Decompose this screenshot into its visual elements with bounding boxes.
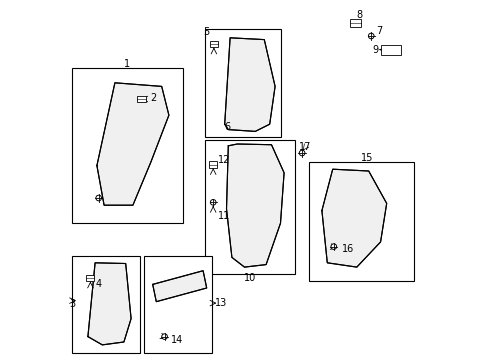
Bar — [72, 256, 140, 353]
Circle shape — [367, 33, 373, 39]
Bar — [380, 45, 401, 55]
Circle shape — [210, 199, 216, 205]
Text: 12: 12 — [217, 155, 229, 165]
Text: 10: 10 — [244, 273, 256, 283]
Polygon shape — [226, 144, 284, 267]
Bar — [349, 19, 360, 27]
Bar — [309, 162, 413, 281]
Text: 11: 11 — [217, 211, 229, 221]
Polygon shape — [224, 38, 275, 131]
Text: 9: 9 — [372, 45, 378, 55]
Text: 6: 6 — [224, 122, 230, 132]
Text: 2: 2 — [150, 93, 156, 103]
Text: 4: 4 — [95, 279, 101, 289]
Bar — [204, 140, 294, 274]
Polygon shape — [321, 169, 386, 267]
Bar — [209, 161, 217, 168]
Circle shape — [299, 150, 305, 156]
Bar — [143, 256, 212, 353]
Bar — [204, 29, 280, 137]
Polygon shape — [88, 263, 131, 345]
Text: 14: 14 — [171, 335, 183, 345]
Bar — [137, 96, 146, 102]
Polygon shape — [97, 83, 168, 205]
Circle shape — [162, 334, 167, 339]
Text: 17: 17 — [298, 142, 310, 152]
Circle shape — [96, 195, 102, 201]
Text: 15: 15 — [360, 153, 372, 163]
Text: 5: 5 — [203, 27, 209, 37]
Polygon shape — [152, 271, 206, 302]
Text: 8: 8 — [355, 10, 361, 20]
Bar — [72, 68, 183, 223]
Text: 7: 7 — [375, 26, 381, 36]
Bar — [209, 41, 218, 47]
Text: 1: 1 — [124, 59, 130, 69]
Bar — [86, 275, 94, 281]
Text: 16: 16 — [341, 244, 353, 254]
Text: 13: 13 — [215, 298, 227, 308]
Text: 3: 3 — [69, 299, 75, 309]
Circle shape — [330, 244, 336, 249]
